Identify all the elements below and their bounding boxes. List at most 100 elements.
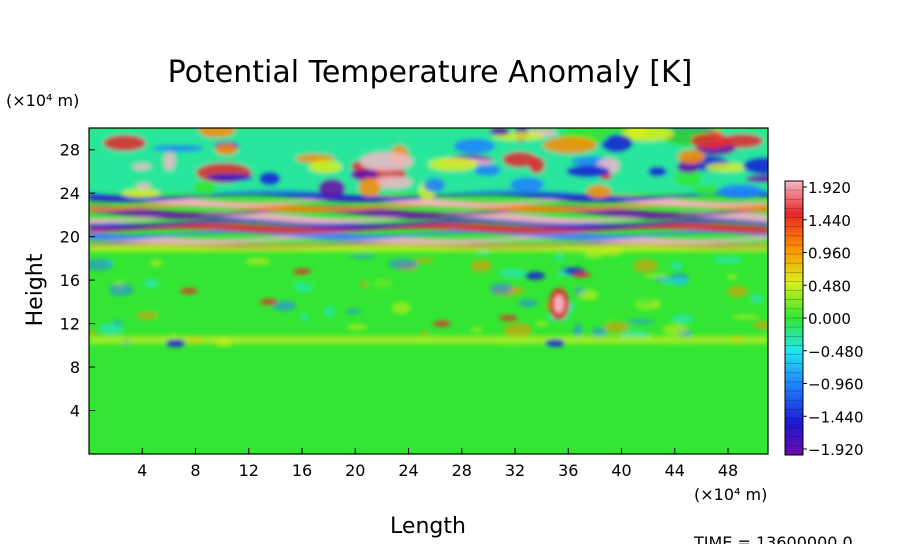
heatmap-warm-streak: [572, 271, 591, 278]
heatmap-mid-blob: [671, 260, 683, 271]
heatmap-mid-blob: [662, 324, 689, 335]
heatmap-mid-blob: [324, 306, 335, 317]
heatmap-mid-blob: [554, 254, 565, 261]
heatmap-mid-blob: [176, 310, 194, 317]
colorbar-label: −0.960: [808, 376, 864, 394]
heatmap-upper-blob: [676, 161, 700, 174]
heatmap-mid-blob: [750, 294, 763, 304]
colorbar-labels: 1.920 1.440 0.960 0.480 0.000 −0.480 −0.960 −1.…: [803, 179, 864, 459]
heatmap-cold-spot: [544, 339, 565, 348]
x-tick-label: 24: [398, 461, 418, 480]
heatmap-upper-blob: [690, 133, 731, 150]
heatmap-layer-band: [89, 223, 768, 234]
heatmap-warm-streak: [179, 288, 198, 294]
heatmap-warm-streak: [499, 315, 518, 322]
heatmap-mid-blob: [248, 318, 270, 329]
heatmap-upper-blob: [135, 183, 152, 190]
heatmap-warm-streak: [259, 298, 278, 305]
heatmap-upper-blob: [673, 168, 703, 188]
heatmap-mid-blob: [245, 257, 271, 266]
heatmap-upper-blob: [542, 136, 598, 154]
y-tick-label: 12: [60, 315, 80, 334]
heatmap-upper-blob: [502, 151, 537, 168]
heatmap-upper-blob: [586, 184, 612, 199]
heatmap-upper-blob: [121, 188, 161, 198]
heatmap-mid-blob: [154, 282, 179, 288]
heatmap-mid-blob: [301, 278, 329, 289]
x-tick-label: 32: [505, 461, 525, 480]
heatmap-upper-blob: [628, 128, 647, 140]
heatmap-upper-blob: [259, 171, 281, 186]
colorbar-label: 1.920: [808, 179, 851, 197]
heatmap-upper-blob: [152, 145, 204, 152]
x-tick-label: 8: [190, 461, 200, 480]
y-tick-label: 20: [60, 228, 80, 247]
x-tick-label: 28: [452, 461, 472, 480]
heatmap-upper-blob: [358, 177, 381, 197]
heatmap-warm-streak: [293, 268, 312, 275]
heatmap-mid-blob: [471, 326, 483, 333]
heatmap-mid-blob: [360, 280, 368, 288]
heatmap-mid-blob: [630, 322, 638, 335]
heatmap-upper-blob: [308, 160, 343, 174]
heatmap-upper-blob: [423, 178, 446, 193]
colorbar-label: −1.440: [808, 408, 864, 426]
heatmap-mid-blob: [108, 283, 134, 297]
heatmap-mid-blob: [143, 279, 159, 288]
y-tick-label: 24: [60, 184, 80, 203]
colorbar-label: 0.000: [808, 310, 851, 328]
heatmap-layer-band: [89, 211, 768, 224]
heatmap-mid-blob: [345, 308, 362, 314]
heatmap-upper-blob: [103, 135, 146, 152]
heatmap-upper-blob: [510, 177, 545, 192]
x-tick-label: 40: [611, 461, 631, 480]
heatmap-upper-blob: [206, 173, 254, 182]
heatmap-upper-blob: [529, 156, 545, 174]
heatmap-upper-blob: [566, 165, 610, 178]
heatmap-mid-blob: [99, 322, 124, 335]
heatmap-mid-blob: [671, 314, 694, 324]
heatmap-mid-blob: [660, 277, 690, 286]
heatmap-mid-blob: [727, 285, 748, 298]
heatmap-mid-blob: [388, 258, 418, 270]
x-tick-label: 20: [345, 461, 365, 480]
heatmap-mid-blob: [535, 320, 548, 327]
heatmap-mid-blob: [508, 287, 526, 292]
heatmap-mid-blob: [391, 301, 411, 314]
heatmap-mid-blob: [692, 259, 707, 271]
heatmap-mid-blob: [752, 321, 768, 330]
heatmap-mid-blob: [136, 311, 158, 320]
heatmap-lower-boundary: [89, 335, 768, 345]
heatmap-upper-blob: [214, 143, 238, 156]
chart-title: Potential Temperature Anomaly [K]: [168, 55, 693, 90]
heatmap-cold-spot: [165, 339, 186, 348]
heatmap-mid-blob: [368, 277, 397, 292]
heatmap-mid-blob: [112, 320, 124, 325]
heatmap-cold-spot: [525, 271, 546, 280]
heatmap-upper-blob: [427, 157, 479, 172]
heatmap-mid-blob: [643, 274, 669, 279]
heatmap-upper-boundary: [89, 243, 768, 252]
colorbar-label: 0.480: [808, 277, 851, 295]
heatmap-mid-blob: [271, 300, 297, 312]
heatmap-upper-blob: [363, 169, 376, 176]
heatmap-mid-blob: [603, 321, 630, 333]
colorbar-label: −1.920: [808, 441, 864, 459]
heatmap-mid-blob: [730, 314, 761, 320]
heatmap-mid-blob: [347, 323, 368, 331]
colorbar-label: 0.960: [808, 245, 851, 263]
heatmap-mid-blob: [215, 317, 232, 326]
heatmap-mid-blob: [630, 293, 656, 306]
heatmap-upper-blob: [745, 174, 768, 183]
heatmap-upper-blob: [677, 149, 705, 165]
x-tick-label: 4: [137, 461, 147, 480]
heatmap-upper-blob: [163, 151, 176, 171]
heatmap-mid-blob: [627, 319, 655, 325]
heatmap-upper-blob: [359, 151, 414, 172]
y-axis-label: Height: [23, 253, 48, 326]
heatmap-mid-blob: [349, 254, 375, 259]
x-unit-label: (×10⁴ m): [694, 485, 767, 504]
heatmap-mid-blob: [420, 331, 429, 336]
time-label: TIME = 13600000.0: [693, 533, 853, 544]
